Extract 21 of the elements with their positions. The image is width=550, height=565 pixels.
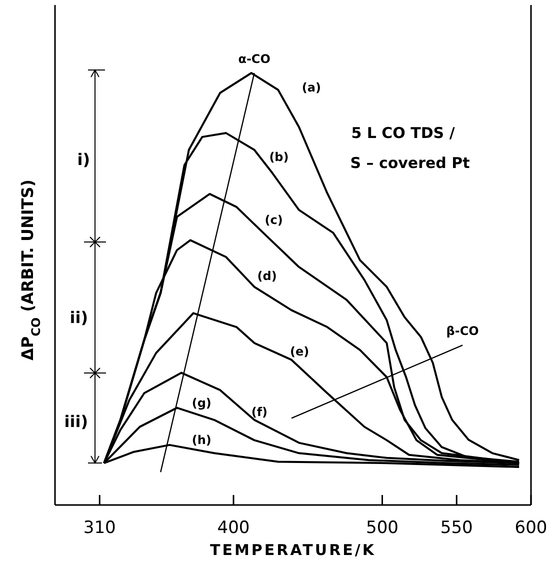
series-label: (h) [192,433,212,448]
series-label: (d) [257,269,277,284]
series-label: α-CO [238,52,270,66]
annotation: iii) [64,412,88,431]
series-label: (g) [192,396,212,410]
x-axis-title: TEMPERATURE/K [210,541,376,559]
series-label: (f) [251,405,268,420]
series-label: β-CO [446,324,479,338]
series-label: (e) [290,344,310,359]
x-tick-label: 400 [217,518,250,538]
x-tick-label: 310 [83,518,116,538]
series-label: (a) [302,80,322,94]
annotation: 5 L CO TDS / [351,124,456,142]
series-label: (c) [264,212,283,227]
series-label: (b) [269,150,289,164]
x-tick-label: 500 [366,518,398,538]
x-tick-label: 600 [514,518,548,538]
x-tick-label: 550 [440,518,473,538]
annotation: S – covered Pt [350,154,470,172]
annotation: i) [77,150,90,169]
annotation: ii) [70,308,88,327]
